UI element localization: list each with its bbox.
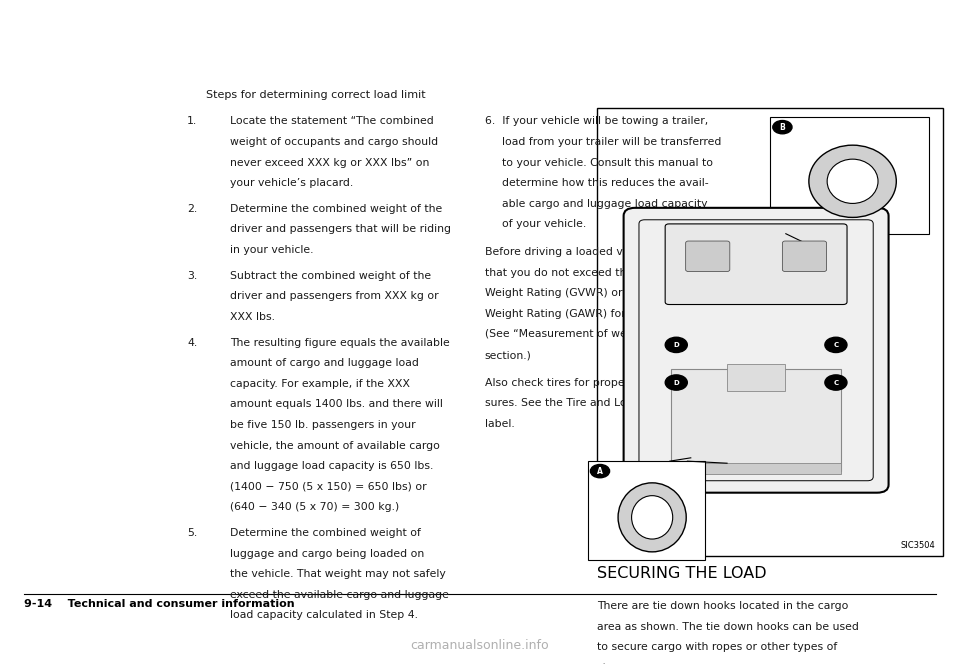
Text: Before driving a loaded vehicle, confirm: Before driving a loaded vehicle, confirm xyxy=(485,247,704,257)
FancyBboxPatch shape xyxy=(639,220,874,481)
Ellipse shape xyxy=(632,495,673,539)
FancyBboxPatch shape xyxy=(597,108,943,556)
Text: C: C xyxy=(833,342,838,348)
Text: the vehicle. That weight may not safely: the vehicle. That weight may not safely xyxy=(230,569,446,579)
Text: B: B xyxy=(780,123,785,131)
FancyBboxPatch shape xyxy=(588,461,705,560)
Text: The resulting figure equals the available: The resulting figure equals the availabl… xyxy=(230,338,450,348)
Text: carmanualsonline.info: carmanualsonline.info xyxy=(411,639,549,652)
Text: able cargo and luggage load capacity: able cargo and luggage load capacity xyxy=(502,199,708,208)
Text: of your vehicle.: of your vehicle. xyxy=(502,219,587,229)
Text: that you do not exceed the Gross Vehicle: that you do not exceed the Gross Vehicle xyxy=(485,268,709,278)
Text: sures. See the Tire and Loading Information: sures. See the Tire and Loading Informat… xyxy=(485,398,724,408)
Text: section.): section.) xyxy=(485,350,532,360)
Text: your vehicle’s placard.: your vehicle’s placard. xyxy=(230,178,353,188)
FancyBboxPatch shape xyxy=(665,224,847,305)
Circle shape xyxy=(590,465,610,478)
Ellipse shape xyxy=(618,483,686,552)
Circle shape xyxy=(825,375,847,390)
Text: Determine the combined weight of: Determine the combined weight of xyxy=(230,528,421,538)
Text: A: A xyxy=(597,467,603,475)
Text: D: D xyxy=(673,380,679,386)
FancyBboxPatch shape xyxy=(685,241,730,272)
Circle shape xyxy=(665,337,687,353)
Text: 1.: 1. xyxy=(187,116,198,126)
Text: Locate the statement “The combined: Locate the statement “The combined xyxy=(230,116,434,126)
Text: C: C xyxy=(833,380,838,386)
Text: be five 150 lb. passengers in your: be five 150 lb. passengers in your xyxy=(230,420,416,430)
FancyBboxPatch shape xyxy=(770,117,929,234)
Text: driver and passengers that will be riding: driver and passengers that will be ridin… xyxy=(230,224,451,234)
Text: amount equals 1400 lbs. and there will: amount equals 1400 lbs. and there will xyxy=(230,400,444,410)
Text: Also check tires for proper inflation pres-: Also check tires for proper inflation pr… xyxy=(485,378,708,388)
Text: to your vehicle. Consult this manual to: to your vehicle. Consult this manual to xyxy=(502,157,713,167)
FancyBboxPatch shape xyxy=(671,463,841,474)
Ellipse shape xyxy=(828,159,878,203)
FancyBboxPatch shape xyxy=(624,208,889,493)
Circle shape xyxy=(825,337,847,353)
FancyBboxPatch shape xyxy=(671,369,841,471)
Text: Subtract the combined weight of the: Subtract the combined weight of the xyxy=(230,271,432,281)
Text: 2.: 2. xyxy=(187,204,198,214)
Text: SIC3504: SIC3504 xyxy=(900,540,935,550)
Text: straps.: straps. xyxy=(597,663,635,664)
Text: There are tie down hooks located in the cargo: There are tie down hooks located in the … xyxy=(597,601,849,611)
Text: to secure cargo with ropes or other types of: to secure cargo with ropes or other type… xyxy=(597,642,837,652)
Text: never exceed XXX kg or XXX lbs” on: never exceed XXX kg or XXX lbs” on xyxy=(230,157,430,167)
Circle shape xyxy=(665,375,687,390)
Ellipse shape xyxy=(809,145,897,217)
Text: XXX lbs.: XXX lbs. xyxy=(230,312,276,322)
Text: 3.: 3. xyxy=(187,271,198,281)
Text: load from your trailer will be transferred: load from your trailer will be transferr… xyxy=(502,137,722,147)
FancyBboxPatch shape xyxy=(727,364,785,390)
Text: Determine the combined weight of the: Determine the combined weight of the xyxy=(230,204,443,214)
Text: SECURING THE LOAD: SECURING THE LOAD xyxy=(597,566,767,582)
FancyBboxPatch shape xyxy=(782,241,827,272)
Text: determine how this reduces the avail-: determine how this reduces the avail- xyxy=(502,178,708,188)
Text: Weight Rating (GAWR) for your vehicle.: Weight Rating (GAWR) for your vehicle. xyxy=(485,309,699,319)
Text: (See “Measurement of weights” later in this: (See “Measurement of weights” later in t… xyxy=(485,329,724,339)
Text: and luggage load capacity is 650 lbs.: and luggage load capacity is 650 lbs. xyxy=(230,461,434,471)
Text: (1400 − 750 (5 x 150) = 650 lbs) or: (1400 − 750 (5 x 150) = 650 lbs) or xyxy=(230,482,427,492)
Text: driver and passengers from XXX kg or: driver and passengers from XXX kg or xyxy=(230,291,439,301)
Text: Steps for determining correct load limit: Steps for determining correct load limit xyxy=(206,90,426,100)
Text: in your vehicle.: in your vehicle. xyxy=(230,245,314,255)
Circle shape xyxy=(773,120,792,133)
Text: luggage and cargo being loaded on: luggage and cargo being loaded on xyxy=(230,548,424,558)
Text: weight of occupants and cargo should: weight of occupants and cargo should xyxy=(230,137,439,147)
Text: 9-14    Technical and consumer information: 9-14 Technical and consumer information xyxy=(24,599,295,609)
Text: D: D xyxy=(673,342,679,348)
Text: (640 − 340 (5 x 70) = 300 kg.): (640 − 340 (5 x 70) = 300 kg.) xyxy=(230,503,399,513)
Text: capacity. For example, if the XXX: capacity. For example, if the XXX xyxy=(230,379,411,389)
Text: vehicle, the amount of available cargo: vehicle, the amount of available cargo xyxy=(230,441,441,451)
Text: exceed the available cargo and luggage: exceed the available cargo and luggage xyxy=(230,590,449,600)
Text: area as shown. The tie down hooks can be used: area as shown. The tie down hooks can be… xyxy=(597,622,859,631)
Text: 5.: 5. xyxy=(187,528,198,538)
Text: load capacity calculated in Step 4.: load capacity calculated in Step 4. xyxy=(230,610,419,620)
Text: 6.  If your vehicle will be towing a trailer,: 6. If your vehicle will be towing a trai… xyxy=(485,116,708,126)
Text: 4.: 4. xyxy=(187,338,198,348)
Text: label.: label. xyxy=(485,419,515,429)
Text: Weight Rating (GVWR) or the Gross Axle: Weight Rating (GVWR) or the Gross Axle xyxy=(485,288,705,298)
Text: amount of cargo and luggage load: amount of cargo and luggage load xyxy=(230,359,420,369)
